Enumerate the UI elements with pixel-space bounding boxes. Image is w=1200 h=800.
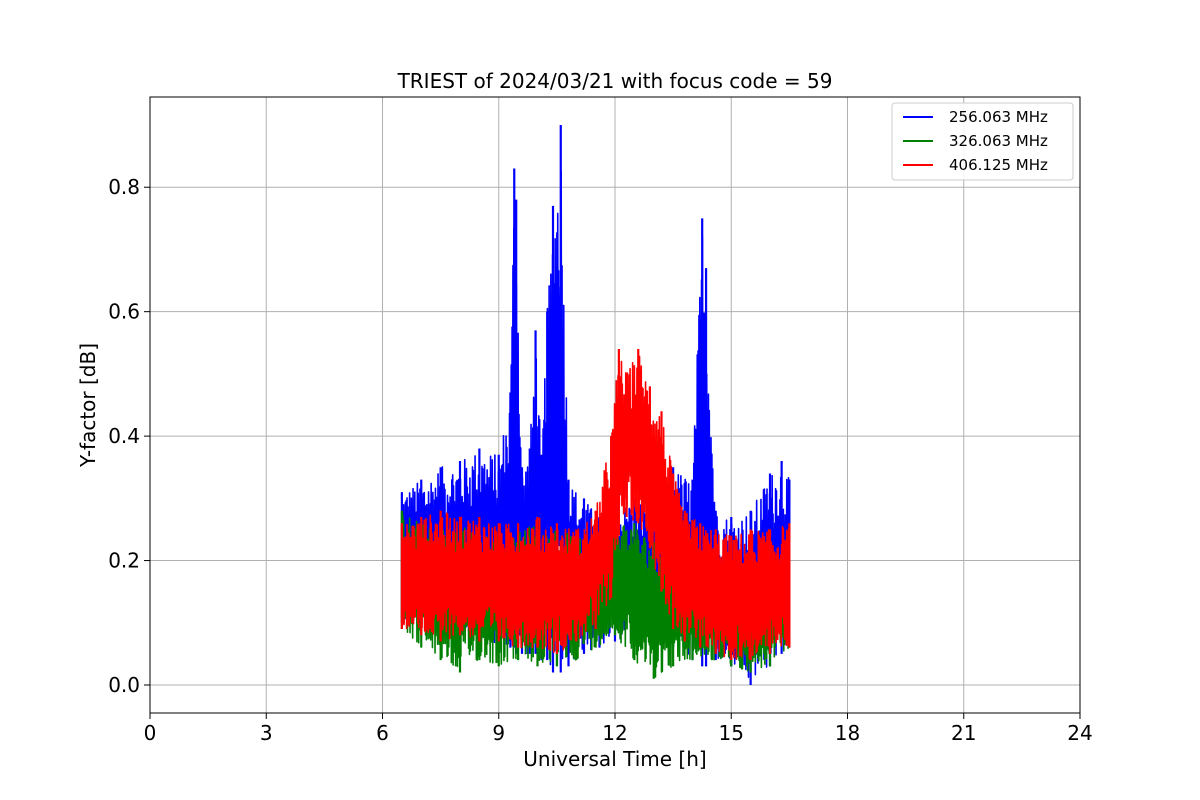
x-tick-label: 6 [376,721,389,745]
x-tick-label: 21 [951,721,976,745]
x-tick-label: 0 [144,721,157,745]
y-tick-label: 0.8 [108,175,140,199]
x-axis-label: Universal Time [h] [523,747,706,771]
chart-title: TRIEST of 2024/03/21 with focus code = 5… [397,69,833,93]
y-tick-label: 0.2 [108,549,140,573]
x-tick-label: 24 [1067,721,1092,745]
axis-ticks: 0 3 6 9 12 15 18 21 24 0.0 0.2 0.4 0.6 0.8 [108,175,1093,745]
x-tick-label: 9 [492,721,505,745]
legend-label-256: 256.063 MHz [949,108,1048,126]
y-tick-label: 0.6 [108,300,140,324]
y-tick-label: 0.4 [108,424,140,448]
legend-label-326: 326.063 MHz [949,132,1048,150]
legend-label-406: 406.125 MHz [949,156,1048,174]
legend: 256.063 MHz 326.063 MHz 406.125 MHz [891,102,1074,181]
x-tick-label: 18 [835,721,860,745]
x-tick-label: 3 [260,721,273,745]
x-tick-label: 15 [719,721,744,745]
x-tick-label: 12 [602,721,627,745]
y-axis-label: Y-factor [dB] [76,343,100,468]
series-peaks-2 [400,349,791,661]
y-tick-label: 0.0 [108,673,140,697]
legend-box [891,102,1074,181]
series-area [400,125,791,685]
